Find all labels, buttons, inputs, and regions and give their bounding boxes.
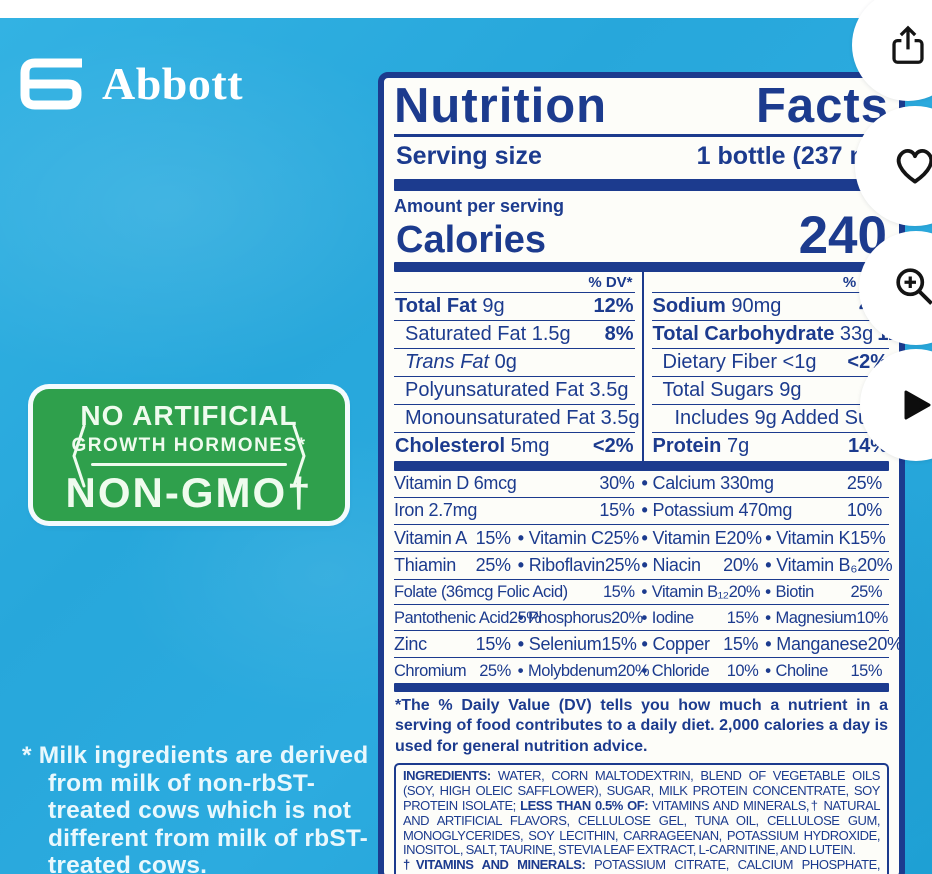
abbott-a-icon xyxy=(20,54,84,112)
vitamins-minerals-text: †VITAMINS AND MINERALS: POTASSIUM CITRAT… xyxy=(403,857,880,874)
badge-line2: GROWTH HORMONES* xyxy=(71,435,307,456)
nutrient-row: Cholesterol 5mg <2% xyxy=(394,432,635,460)
badge-right-chevron-icon xyxy=(291,423,307,494)
calories-label: Calories xyxy=(396,218,546,261)
nutrient-row: Monounsaturated Fat 3.5g xyxy=(394,404,640,432)
divider-bar xyxy=(394,262,889,273)
product-image: Abbott NO ARTIFICIAL GROWTH HORMONES* NO… xyxy=(0,18,932,874)
nutrient-row: Saturated Fat 1.5g 8% xyxy=(394,320,635,348)
vitamin-row: Iron 2.7mg 15% • Potassium 470mg 10% xyxy=(394,496,889,524)
milk-disclaimer-line: treated cows. xyxy=(48,852,208,874)
vitamin-row: Vitamin A 15% • Vitamin C 25% • Vitamin E 20% • V… xyxy=(394,524,889,551)
nutrient-row: Total Fat 9g 12% xyxy=(394,292,635,320)
serving-size-label: Serving size xyxy=(396,141,542,170)
nutrient-row: Includes 9g Added Sugars18% xyxy=(651,404,899,432)
nutrient-row: Trans Fat 0g xyxy=(394,348,635,376)
dv-header-right: % DV* xyxy=(842,274,887,292)
no-artificial-badge: NO ARTIFICIAL GROWTH HORMONES* NON-GMO† xyxy=(33,389,345,521)
milk-disclaimer-line: * Milk ingredients are derived xyxy=(22,742,369,769)
badge-line3: NON-GMO† xyxy=(65,468,313,516)
divider-bar xyxy=(394,178,889,191)
dv-header-left: % DV* xyxy=(588,274,633,292)
vitamin-row: Zinc 15% • Selenium 15% • Copper 15% • Manganese 2… xyxy=(394,630,899,657)
nutrient-row: Protein 7g 14% xyxy=(651,432,889,460)
play-icon xyxy=(896,385,932,425)
milk-disclaimer-line: from milk of non-rbST- xyxy=(48,769,316,797)
divider-bar xyxy=(394,460,889,471)
title-word: Nutrition xyxy=(394,79,608,133)
ingredients-box: INGREDIENTS: WATER, CORN MALTODEXTRIN, B… xyxy=(394,763,889,874)
title-word: Facts xyxy=(755,79,889,133)
vitamin-row: Vitamin D 6mcg 30% • Calcium 330mg 25% xyxy=(394,473,882,494)
nutrient-row: Total Carbohydrate 33g12% xyxy=(651,320,899,348)
vitamin-row: Chromium 25% • Molybdenum 20% • Chloride 10% • Ch… xyxy=(394,657,889,683)
milk-disclaimer-line: different from milk of rbST- xyxy=(48,824,369,852)
nutrition-label: Nutrition Facts Serving size 1 bottle (23… xyxy=(378,72,905,874)
nutrient-row: Dietary Fiber <1g <2% xyxy=(651,348,889,376)
nutrition-facts-title: Nutrition Facts xyxy=(394,79,889,137)
abbott-wordmark: Abbott xyxy=(102,57,244,109)
vitamin-row: Thiamin 25% • Riboflavin 25% • Niacin 20% • Vitam… xyxy=(394,551,893,578)
zoom-in-icon xyxy=(893,265,932,311)
nutrient-columns: % DV* Total Fat 9g 12% Saturated Fat 1.5g 8… xyxy=(394,272,899,461)
nutrient-row: Polyunsaturated Fat 3.5g xyxy=(394,376,635,404)
share-icon xyxy=(886,23,930,67)
badge-left-chevron-icon xyxy=(71,423,87,494)
milk-disclaimer: * Milk ingredients are derived from milk … xyxy=(22,742,382,874)
divider-bar xyxy=(394,682,889,692)
vitamins-table: Vitamin D 6mcg 30% • Calcium 330mg 25% Iron 2… xyxy=(394,471,899,683)
milk-disclaimer-line: treated cows which is not xyxy=(48,797,352,824)
badge-line1: NO ARTIFICIAL xyxy=(80,400,298,431)
abbott-logo: Abbott xyxy=(20,54,243,112)
ingredients-text: INGREDIENTS: WATER, CORN MALTODEXTRIN, B… xyxy=(403,768,881,858)
amount-per-serving-label: Amount per serving xyxy=(394,195,565,216)
nutrient-row: Total Sugars 9g xyxy=(651,376,889,404)
nutrient-row: Sodium 90mg4% xyxy=(651,292,889,320)
daily-value-footnote: *The % Daily Value (DV) tells you how mu… xyxy=(395,696,888,755)
vitamin-row: Folate (36mcg Folic Acid) 15% • Vitamin B₁₂… xyxy=(394,578,889,605)
heart-icon xyxy=(891,142,932,190)
badge-divider xyxy=(90,463,288,466)
vitamin-row: Pantothenic Acid 25% • Phosphorus 20% • Iodine… xyxy=(394,604,889,630)
